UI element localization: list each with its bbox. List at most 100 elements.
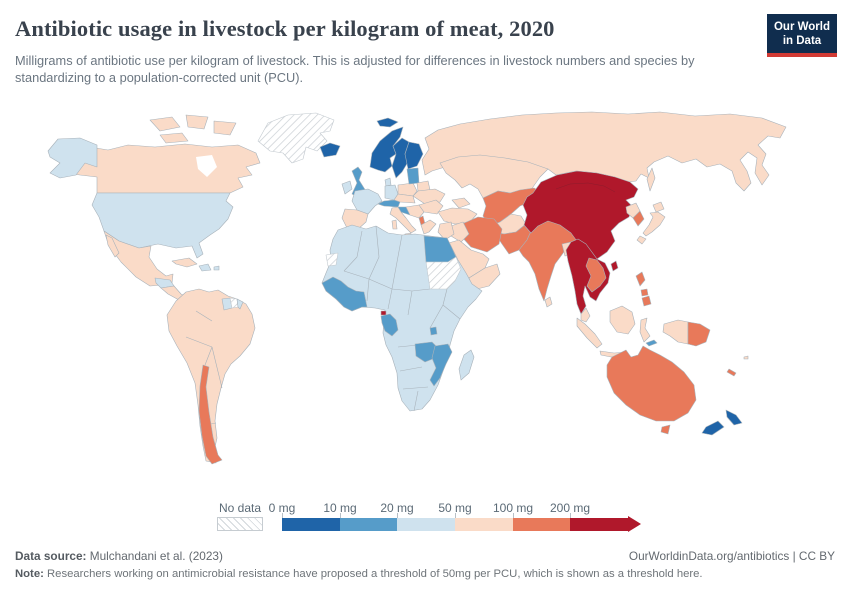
legend-segment-100mg-200mg[interactable] [512, 518, 571, 531]
legend-tick-label-5: 200 mg [549, 501, 591, 515]
country-sumatra[interactable] [576, 317, 603, 349]
country-denmark[interactable] [384, 177, 392, 187]
country-levant[interactable] [437, 221, 455, 241]
country-iran[interactable] [461, 216, 503, 253]
country-chile[interactable] [198, 364, 223, 465]
credit-link[interactable]: OurWorldinData.org/antibiotics | CC BY [628, 549, 835, 563]
legend-tick-label-4: 100 mg [492, 501, 534, 515]
country-romania-bulgaria[interactable] [418, 199, 444, 215]
note-value: Researchers working on antimicrobial res… [43, 568, 703, 580]
country-south-america[interactable] [166, 288, 256, 464]
country-sulawesi[interactable] [639, 317, 651, 343]
country-italy[interactable] [389, 206, 417, 234]
country-mexico[interactable] [103, 230, 174, 287]
south-america-borders [185, 310, 223, 427]
country-new-guinea-west[interactable] [662, 319, 689, 345]
data-source-value: Mulchandani et al. (2023) [86, 549, 223, 563]
country-french-guiana[interactable] [236, 298, 244, 310]
data-source-label: Data source: [15, 549, 87, 563]
country-madagascar[interactable] [458, 349, 475, 381]
country-sardinia[interactable] [391, 219, 398, 230]
country-gabon-congo[interactable] [380, 313, 399, 337]
country-austria-switzerland[interactable] [377, 199, 401, 208]
legend-segment-0mg-10mg[interactable] [282, 518, 340, 531]
legend-tick-label-1: 10 mg [323, 501, 357, 515]
legend-no-data-label: No data [218, 501, 262, 515]
country-south-korea[interactable] [632, 210, 645, 227]
country-sakhalin[interactable] [646, 167, 656, 192]
country-western-sahara[interactable] [325, 252, 339, 267]
country-canada-arctic-3[interactable] [213, 120, 237, 136]
country-philippines-luzon[interactable] [635, 271, 646, 287]
country-equatorial-guinea[interactable] [380, 310, 387, 316]
country-belarus[interactable] [416, 180, 431, 192]
hudson-bay [196, 155, 217, 177]
note-label: Note: [15, 568, 44, 580]
country-tasmania[interactable] [660, 424, 671, 435]
country-baltic-states[interactable] [406, 167, 420, 185]
country-mainland-southeast-asia[interactable] [565, 238, 611, 315]
country-finland[interactable] [404, 141, 424, 170]
country-greenland[interactable] [257, 112, 335, 164]
legend-arrow [628, 516, 641, 532]
page-subtitle: Milligrams of antibiotic use per kilogra… [15, 53, 695, 85]
country-hispaniola[interactable] [198, 263, 212, 272]
country-new-zealand-north[interactable] [725, 409, 743, 426]
country-canada-arctic-2[interactable] [185, 114, 209, 130]
country-alaska[interactable] [47, 137, 98, 179]
country-philippines-mindanao[interactable] [641, 295, 652, 307]
legend-no-data-swatch[interactable] [217, 517, 263, 531]
country-new-zealand-south[interactable] [701, 420, 725, 436]
country-turkey[interactable] [437, 207, 478, 225]
legend-color-bar [282, 518, 629, 531]
country-iceland[interactable] [319, 142, 341, 158]
country-australia[interactable] [606, 345, 697, 422]
country-caucasus[interactable] [451, 197, 471, 209]
owid-logo[interactable]: Our World in Data [767, 14, 837, 57]
country-iberia[interactable] [341, 208, 369, 231]
country-cuba[interactable] [171, 257, 198, 268]
country-timor[interactable] [645, 339, 658, 347]
country-fiji[interactable] [743, 355, 749, 360]
country-greece[interactable] [420, 219, 437, 235]
country-puerto-rico[interactable] [213, 265, 220, 271]
legend-segment-50mg-100mg[interactable] [455, 518, 513, 531]
country-canada-arctic-1[interactable] [149, 116, 181, 132]
country-west-africa[interactable] [321, 276, 368, 312]
country-balkans[interactable] [405, 204, 425, 219]
country-laos-cambodia[interactable] [585, 257, 607, 293]
country-sri-lanka[interactable] [544, 296, 553, 308]
country-france[interactable] [351, 188, 383, 215]
country-canada-arctic-4[interactable] [159, 132, 189, 144]
country-poland[interactable] [397, 182, 418, 197]
country-japan-honshu[interactable] [642, 211, 666, 237]
mongolia-border [555, 182, 616, 193]
legend-segment-20mg-50mg[interactable] [397, 518, 456, 531]
country-egypt[interactable] [423, 235, 457, 263]
country-svalbard[interactable] [376, 117, 399, 128]
page-title: Antibiotic usage in livestock per kilogr… [15, 16, 555, 41]
country-papua-new-guinea[interactable] [687, 321, 711, 347]
legend-tick-label-0: 0 mg [268, 501, 296, 515]
country-new-caledonia[interactable] [726, 368, 737, 377]
country-japan-hokkaido[interactable] [652, 201, 665, 213]
country-sudan[interactable] [425, 256, 462, 290]
country-mozambique[interactable] [429, 343, 453, 387]
country-central-europe[interactable] [393, 193, 416, 204]
africa-borders [343, 225, 461, 412]
legend-segment-10mg-20mg[interactable] [339, 518, 398, 531]
country-baja-california[interactable] [105, 234, 120, 258]
note-line: Note: Researchers working on antimicrobi… [15, 568, 703, 580]
country-japan-kyushu[interactable] [636, 235, 647, 245]
legend-tick-label-2: 20 mg [380, 501, 414, 515]
country-taiwan[interactable] [610, 260, 619, 272]
country-rwanda-burundi[interactable] [429, 326, 438, 336]
country-malay-peninsula[interactable] [580, 307, 591, 323]
country-sweden[interactable] [391, 137, 410, 179]
country-china[interactable] [522, 170, 639, 260]
owid-logo-line2: in Data [782, 35, 822, 47]
country-philippines-visayas[interactable] [640, 288, 649, 297]
country-ireland[interactable] [341, 180, 353, 195]
legend-segment-200mg-plus[interactable] [570, 518, 629, 531]
country-borneo[interactable] [609, 305, 636, 335]
